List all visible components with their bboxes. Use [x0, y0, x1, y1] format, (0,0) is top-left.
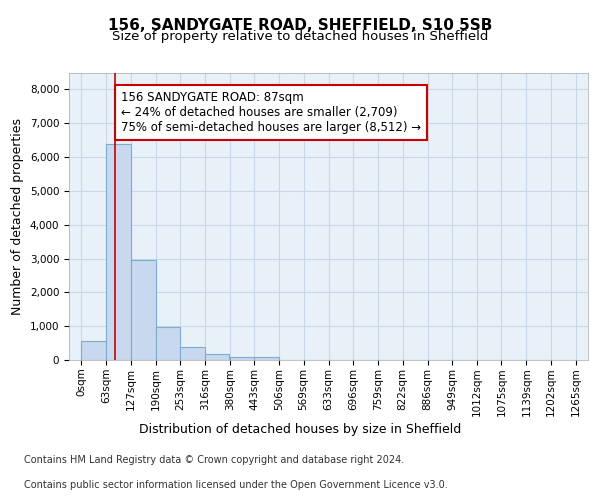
Text: 156, SANDYGATE ROAD, SHEFFIELD, S10 5SB: 156, SANDYGATE ROAD, SHEFFIELD, S10 5SB	[108, 18, 492, 32]
Text: Contains HM Land Registry data © Crown copyright and database right 2024.: Contains HM Land Registry data © Crown c…	[24, 455, 404, 465]
Bar	[254, 358, 279, 360]
Bar	[230, 356, 254, 360]
Text: Contains public sector information licensed under the Open Government Licence v3: Contains public sector information licen…	[24, 480, 448, 490]
Y-axis label: Number of detached properties: Number of detached properties	[11, 118, 24, 315]
Bar	[131, 260, 155, 360]
Bar	[106, 144, 131, 360]
Text: 156 SANDYGATE ROAD: 87sqm
← 24% of detached houses are smaller (2,709)
75% of se: 156 SANDYGATE ROAD: 87sqm ← 24% of detac…	[121, 91, 421, 134]
Bar	[82, 342, 106, 360]
Bar	[155, 327, 180, 360]
Text: Size of property relative to detached houses in Sheffield: Size of property relative to detached ho…	[112, 30, 488, 43]
Bar	[180, 347, 205, 360]
Bar	[205, 354, 229, 360]
Text: Distribution of detached houses by size in Sheffield: Distribution of detached houses by size …	[139, 422, 461, 436]
